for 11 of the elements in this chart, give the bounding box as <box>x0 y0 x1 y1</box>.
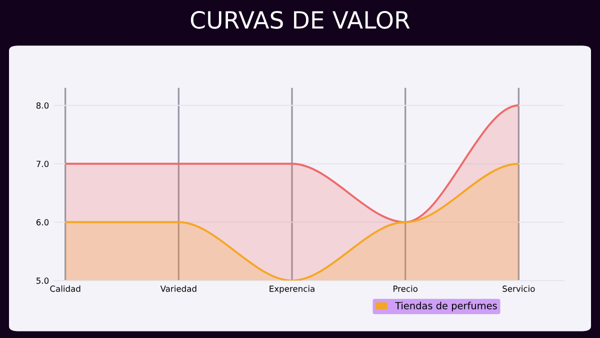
x-tick-label: Experencia <box>270 285 314 294</box>
legend-label: Tiendas de perfumes <box>395 302 497 312</box>
x-tick-label: Precio <box>394 285 418 292</box>
y-tick-label: 8.0 <box>36 102 49 109</box>
x-tick-label: Servicio <box>502 285 535 292</box>
y-tick-label: 7.0 <box>36 160 49 168</box>
chart-title: CURVAS DE VALOR <box>190 10 410 29</box>
x-tick-label: Calidad <box>50 285 80 292</box>
y-tick-label: 5.0 <box>36 278 49 284</box>
y-tick-label: 6.0 <box>36 219 49 226</box>
x-tick-label: Variedad <box>160 285 196 292</box>
